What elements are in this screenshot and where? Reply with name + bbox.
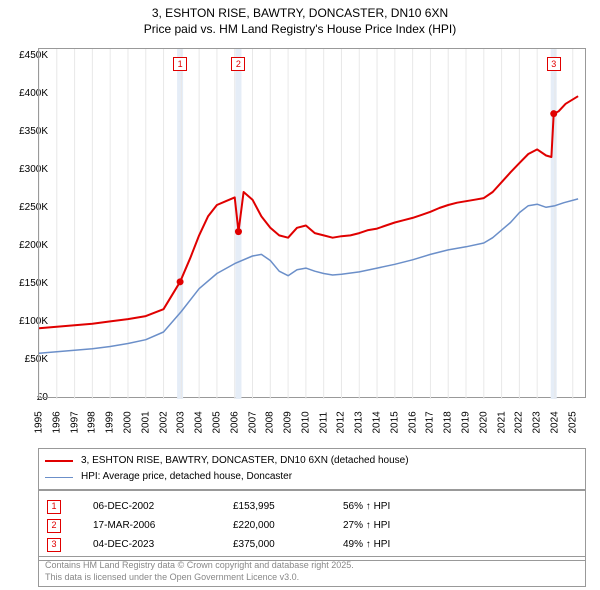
marker-badge: 2 [47, 519, 61, 533]
x-tick-label: 2007 [247, 410, 258, 434]
x-tick-label: 2000 [122, 410, 133, 434]
sale-marker-3: 3 [547, 57, 561, 71]
sale-marker-2: 2 [231, 57, 245, 71]
x-tick-label: 2016 [407, 410, 418, 434]
marker-table-row: 2 17-MAR-2006£220,00027% ↑ HPI [47, 516, 577, 535]
x-tick-label: 2004 [194, 410, 205, 434]
x-tick-label: 2005 [211, 410, 222, 434]
marker-pct: 56% ↑ HPI [343, 497, 390, 516]
marker-price: £153,995 [233, 497, 343, 516]
marker-price: £220,000 [233, 516, 343, 535]
x-tick-label: 2014 [372, 410, 383, 434]
x-tick-label: 2013 [354, 410, 365, 434]
marker-badge: 1 [47, 500, 61, 514]
marker-table-row: 3 04-DEC-2023£375,00049% ↑ HPI [47, 535, 577, 554]
x-tick-label: 2012 [336, 410, 347, 434]
x-tick-label: 2021 [496, 410, 507, 434]
x-tick-label: 2015 [389, 410, 400, 434]
title-subtitle: Price paid vs. HM Land Registry's House … [0, 22, 600, 38]
x-tick-label: 2002 [158, 410, 169, 434]
marker-price: £375,000 [233, 535, 343, 554]
legend-row: HPI: Average price, detached house, Donc… [45, 469, 579, 485]
x-tick-label: 1996 [51, 410, 62, 434]
x-tick-label: 2023 [532, 410, 543, 434]
marker-date: 17-MAR-2006 [93, 516, 233, 535]
x-tick-label: 2006 [229, 410, 240, 434]
footer-line-1: Contains HM Land Registry data © Crown c… [45, 560, 579, 572]
marker-badge: 3 [47, 538, 61, 552]
x-tick-label: 2025 [567, 410, 578, 434]
footer-line-2: This data is licensed under the Open Gov… [45, 572, 579, 584]
x-tick-label: 2022 [514, 410, 525, 434]
title-block: 3, ESHTON RISE, BAWTRY, DONCASTER, DN10 … [0, 0, 600, 37]
marker-date: 04-DEC-2023 [93, 535, 233, 554]
x-tick-label: 1998 [87, 410, 98, 434]
x-tick-label: 2024 [549, 410, 560, 434]
marker-date: 06-DEC-2002 [93, 497, 233, 516]
x-tick-label: 2001 [140, 410, 151, 434]
x-tick-label: 2017 [425, 410, 436, 434]
marker-pct: 49% ↑ HPI [343, 535, 390, 554]
x-tick-label: 2010 [300, 410, 311, 434]
x-tick-label: 2018 [443, 410, 454, 434]
marker-table-row: 1 06-DEC-2002£153,99556% ↑ HPI [47, 497, 577, 516]
x-tick-label: 2003 [176, 410, 187, 434]
x-tick-label: 1995 [34, 410, 45, 434]
title-address: 3, ESHTON RISE, BAWTRY, DONCASTER, DN10 … [0, 6, 600, 22]
legend-swatch [45, 477, 73, 478]
legend-label: 3, ESHTON RISE, BAWTRY, DONCASTER, DN10 … [81, 453, 409, 469]
chart-svg [39, 49, 587, 399]
x-tick-label: 1999 [105, 410, 116, 434]
sale-marker-1: 1 [173, 57, 187, 71]
legend-row: 3, ESHTON RISE, BAWTRY, DONCASTER, DN10 … [45, 453, 579, 469]
legend-swatch [45, 460, 73, 462]
footer-box: Contains HM Land Registry data © Crown c… [38, 556, 586, 587]
x-tick-label: 2020 [478, 410, 489, 434]
legend-label: HPI: Average price, detached house, Donc… [81, 469, 292, 485]
marker-pct: 27% ↑ HPI [343, 516, 390, 535]
x-tick-label: 2019 [461, 410, 472, 434]
chart-area: 1 2 3 [38, 48, 586, 398]
marker-table: 1 06-DEC-2002£153,99556% ↑ HPI 2 17-MAR-200… [38, 490, 586, 561]
legend-box: 3, ESHTON RISE, BAWTRY, DONCASTER, DN10 … [38, 448, 586, 490]
x-tick-label: 2011 [318, 410, 329, 434]
x-tick-label: 2009 [283, 410, 294, 434]
x-tick-label: 1997 [69, 410, 80, 434]
x-tick-label: 2008 [265, 410, 276, 434]
chart-container: 3, ESHTON RISE, BAWTRY, DONCASTER, DN10 … [0, 0, 600, 590]
